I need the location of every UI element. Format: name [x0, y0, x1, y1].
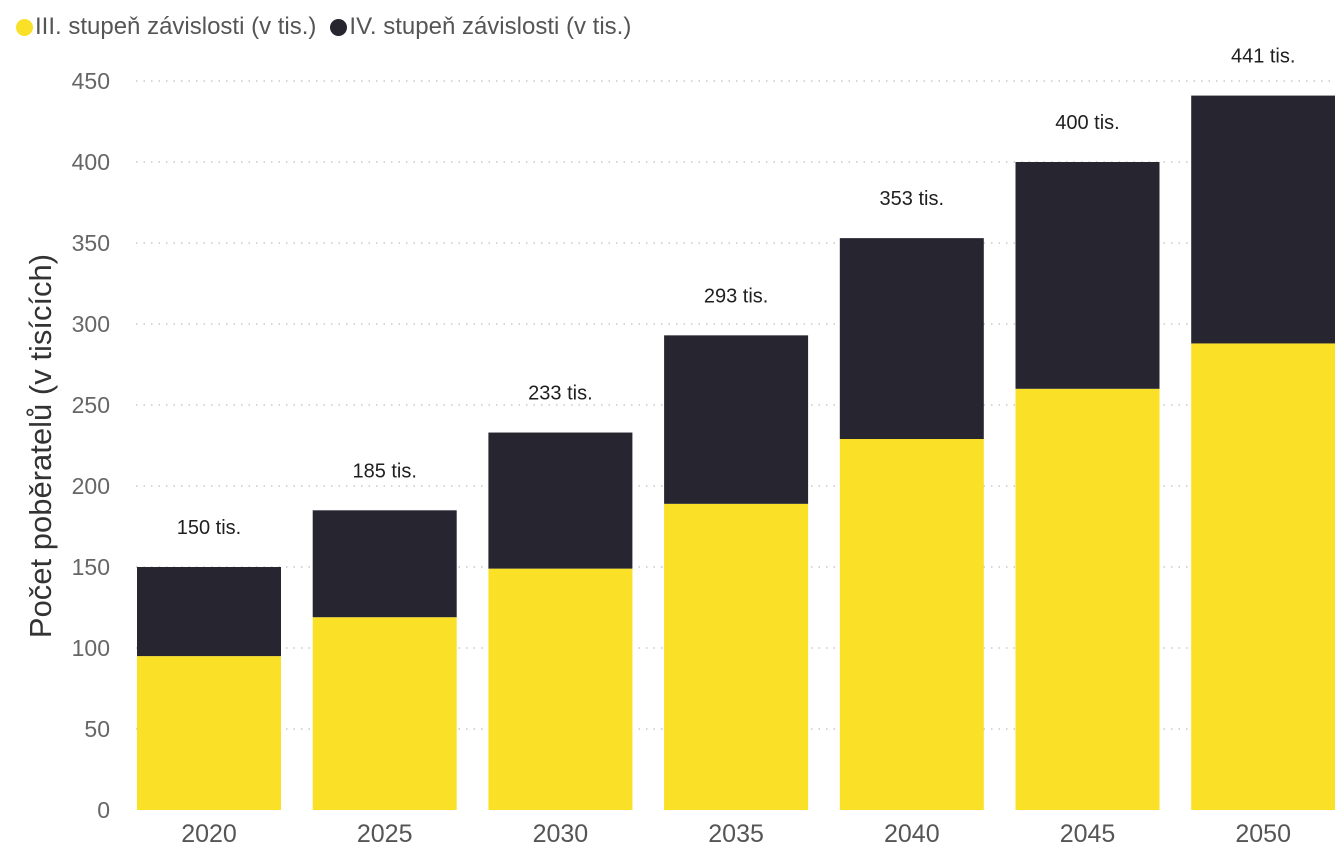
legend-item-stage-3[interactable]: III. stupeň závislosti (v tis.) — [16, 13, 316, 41]
x-tick-label: 2050 — [1235, 820, 1291, 848]
bar-segment-stage-4-2050[interactable] — [1191, 95, 1335, 344]
x-tick-label: 2045 — [1060, 820, 1116, 848]
legend-swatch-stage-4 — [330, 18, 348, 36]
legend-label-stage-4: IV. stupeň závislosti (v tis.) — [349, 13, 632, 40]
x-tick-label: 2035 — [708, 820, 764, 848]
bar-segment-stage-4-2045[interactable] — [1015, 162, 1160, 389]
total-data-label: 233 tis. — [528, 383, 592, 405]
y-tick-label: 100 — [72, 635, 110, 661]
bar-segment-stage-4-2020[interactable] — [137, 567, 281, 657]
y-tick-label: 50 — [84, 716, 110, 742]
bar-segment-stage-4-2025[interactable] — [312, 510, 457, 618]
legend-item-stage-4[interactable]: IV. stupeň závislosti (v tis.) — [330, 13, 631, 41]
total-data-label: 353 tis. — [880, 188, 944, 210]
y-tick-label: 150 — [72, 554, 110, 580]
bar-segment-stage-3-2025[interactable] — [312, 617, 457, 810]
total-labels: 150 tis. 185 tis. 233 tis. 293 tis. 353 tis.… — [177, 46, 1296, 539]
x-tick-label: 2030 — [533, 820, 589, 848]
bar-segment-stage-3-2045[interactable] — [1015, 388, 1160, 810]
y-tick-label: 250 — [72, 392, 110, 418]
legend-label-stage-3: III. stupeň závislosti (v tis.) — [35, 13, 317, 40]
y-axis-ticks: 0 50 100 150 200 250 300 350 400 450 — [72, 68, 110, 823]
total-data-label: 400 tis. — [1055, 112, 1119, 134]
y-tick-label: 450 — [72, 68, 110, 94]
legend-swatch-stage-3 — [16, 18, 33, 36]
y-tick-label: 350 — [72, 230, 110, 256]
bar-segment-stage-3-2050[interactable] — [1191, 343, 1335, 810]
x-tick-label: 2020 — [181, 820, 237, 848]
total-data-label: 293 tis. — [704, 285, 768, 307]
total-data-label: 441 tis. — [1231, 46, 1295, 68]
bar-segment-stage-4-2030[interactable] — [488, 432, 633, 569]
bar-segment-stage-4-2035[interactable] — [664, 335, 809, 504]
y-tick-label: 400 — [72, 149, 110, 175]
bar-segment-stage-3-2040[interactable] — [839, 439, 984, 810]
y-tick-label: 300 — [72, 311, 110, 337]
x-tick-label: 2040 — [884, 820, 940, 848]
y-tick-label: 200 — [72, 473, 110, 499]
y-tick-label: 0 — [97, 797, 110, 823]
chart-legend: III. stupeň závislosti (v tis.) IV. stup… — [16, 10, 645, 44]
total-data-label: 150 tis. — [177, 517, 241, 539]
bar-segment-stage-3-2020[interactable] — [137, 656, 281, 810]
bars — [137, 95, 1335, 810]
x-axis-ticks: 2020 2025 2030 2035 2040 2045 2050 — [181, 820, 1291, 848]
bar-segment-stage-4-2040[interactable] — [839, 238, 984, 440]
bar-segment-stage-3-2035[interactable] — [664, 503, 809, 810]
bar-segment-stage-3-2030[interactable] — [488, 568, 633, 810]
x-tick-label: 2025 — [357, 820, 413, 848]
y-axis-title: Počet poběratelů (v tisících) — [23, 254, 58, 638]
total-data-label: 185 tis. — [352, 460, 416, 482]
